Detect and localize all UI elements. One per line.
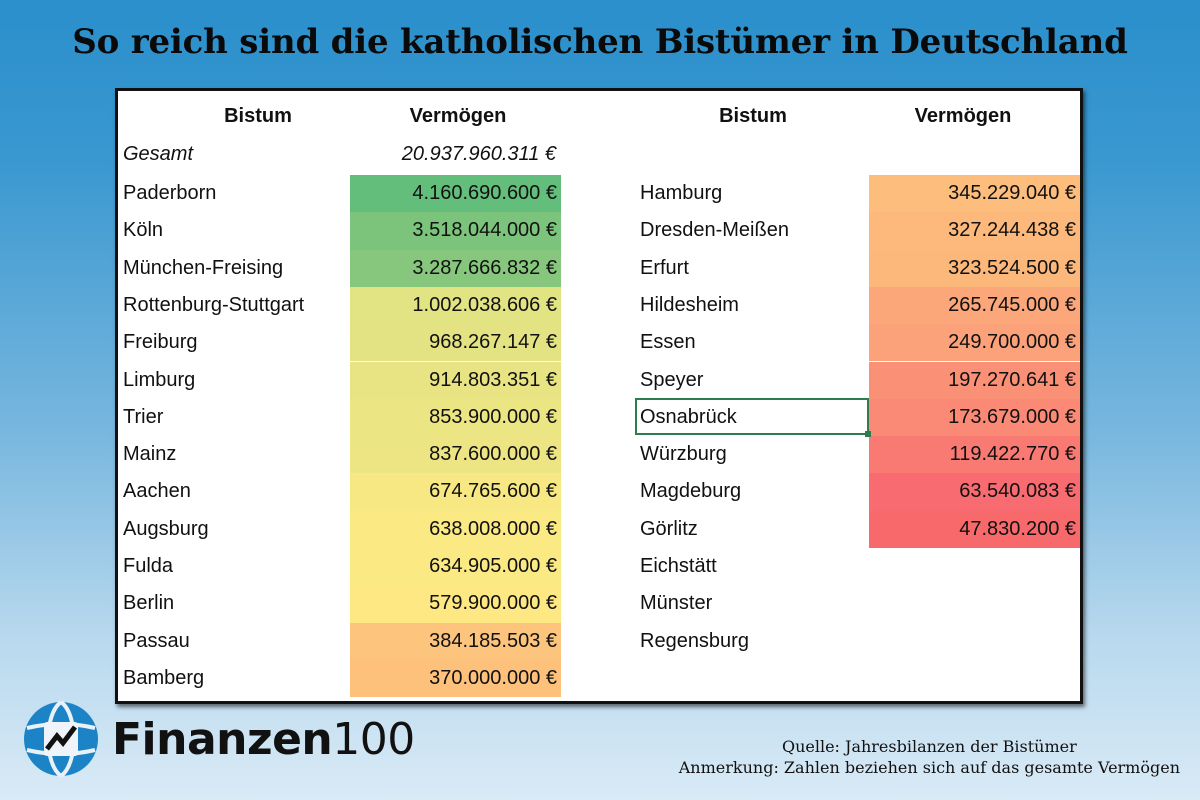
table-row-value[interactable]: 638.008.000 € bbox=[350, 510, 561, 548]
table-row-name[interactable]: Eichstätt bbox=[640, 555, 717, 577]
table-row-name[interactable]: Berlin bbox=[123, 592, 175, 615]
left-header-vermoegen: Vermögen bbox=[409, 105, 507, 127]
table-row-name[interactable]: Dresden-Meißen bbox=[640, 219, 789, 242]
table-row-name[interactable]: Paderborn bbox=[123, 182, 217, 204]
table-row-value[interactable]: 119.422.770 € bbox=[869, 436, 1080, 474]
table-row-name[interactable]: Freiburg bbox=[123, 331, 198, 354]
table-row-value[interactable]: 1.002.038.606 € bbox=[350, 286, 561, 325]
table-row-value[interactable]: 63.540.083 € bbox=[869, 473, 1080, 511]
table-row-name[interactable]: Essen bbox=[640, 331, 696, 354]
spreadsheet-table: Bistum Vermögen Bistum Vermögen Gesamt 2… bbox=[115, 88, 1083, 704]
table-row-value[interactable]: 249.700.000 € bbox=[869, 324, 1080, 362]
right-header-vermoegen: Vermögen bbox=[914, 105, 1012, 127]
table-row-value[interactable]: 634.905.000 € bbox=[350, 548, 561, 586]
logo-text: Finanzen100 bbox=[112, 713, 415, 765]
table-row-name[interactable]: Bamberg bbox=[123, 666, 205, 689]
table-row-name[interactable]: Trier bbox=[123, 405, 164, 428]
table-row-value[interactable]: 197.270.641 € bbox=[869, 361, 1080, 399]
table-row-name[interactable]: Augsburg bbox=[123, 517, 209, 540]
table-row-name[interactable]: Münster bbox=[640, 592, 713, 615]
table-row-value[interactable]: 3.287.666.832 € bbox=[350, 249, 561, 287]
source-text: Quelle: Jahresbilanzen der Bistümer bbox=[781, 737, 1077, 756]
page-title: So reich sind die katholischen Bistümer … bbox=[72, 22, 1128, 62]
finanzen100-logo: Finanzen100 bbox=[22, 700, 415, 778]
table-row-name[interactable]: Köln bbox=[123, 219, 164, 242]
table-row-name[interactable]: Speyer bbox=[640, 368, 704, 391]
table-row-name[interactable]: Erfurt bbox=[640, 256, 689, 279]
right-header-bistum: Bistum bbox=[719, 105, 787, 127]
fill-handle[interactable] bbox=[865, 431, 871, 437]
table-row-value[interactable]: 837.600.000 € bbox=[350, 436, 561, 474]
table-row-value[interactable]: 384.185.503 € bbox=[350, 622, 561, 660]
table-row-name[interactable]: Hildesheim bbox=[640, 293, 739, 316]
total-value: 20.937.960.311 € bbox=[401, 143, 556, 165]
table-row-value[interactable]: 47.830.200 € bbox=[869, 510, 1080, 548]
table-row-value[interactable]: 914.803.351 € bbox=[350, 361, 561, 399]
table-row-name[interactable]: Hamburg bbox=[640, 182, 723, 204]
table-row-value[interactable]: 327.244.438 € bbox=[869, 212, 1080, 250]
table-row-name[interactable]: Regensburg bbox=[640, 629, 749, 652]
remark-text: Anmerkung: Zahlen beziehen sich auf das … bbox=[678, 758, 1180, 777]
table-row-value[interactable]: 173.679.000 € bbox=[869, 398, 1080, 437]
table-row-value[interactable]: 3.518.044.000 € bbox=[350, 212, 561, 250]
table-row-name[interactable]: Magdeburg bbox=[640, 480, 742, 503]
table-row-value[interactable]: 323.524.500 € bbox=[869, 249, 1080, 287]
table-row-name[interactable]: Rottenburg-Stuttgart bbox=[123, 293, 305, 316]
table-row-name[interactable]: Aachen bbox=[123, 480, 191, 503]
table-row-name[interactable]: Fulda bbox=[123, 555, 174, 577]
table-row-value[interactable]: 579.900.000 € bbox=[350, 585, 561, 623]
table-row-name[interactable]: Mainz bbox=[123, 443, 177, 466]
table-row-value[interactable]: 265.745.000 € bbox=[869, 286, 1080, 325]
table-row-value[interactable]: 370.000.000 € bbox=[350, 659, 561, 698]
table-row-name[interactable]: München-Freising bbox=[123, 256, 284, 279]
table-row-value[interactable]: 853.900.000 € bbox=[350, 398, 561, 437]
table-row-name[interactable]: Görlitz bbox=[640, 517, 698, 540]
table-row-name[interactable]: Passau bbox=[123, 629, 190, 652]
globe-chart-icon bbox=[24, 700, 98, 778]
table-row-value[interactable]: 674.765.600 € bbox=[350, 473, 561, 511]
table-row-value[interactable]: 4.160.690.600 € bbox=[350, 175, 561, 213]
table-row-name[interactable]: Limburg bbox=[123, 368, 196, 391]
left-header-bistum: Bistum bbox=[224, 105, 292, 127]
source-notes: Quelle: Jahresbilanzen der Bistümer Anme… bbox=[679, 736, 1180, 778]
table-row-value[interactable]: 968.267.147 € bbox=[350, 324, 561, 362]
table-row-value[interactable]: 345.229.040 € bbox=[869, 175, 1080, 213]
table-row-name[interactable]: Würzburg bbox=[640, 443, 727, 466]
total-label: Gesamt bbox=[123, 143, 194, 165]
table-row-name[interactable]: Osnabrück bbox=[640, 405, 737, 428]
selected-cell-outline[interactable] bbox=[635, 398, 871, 437]
